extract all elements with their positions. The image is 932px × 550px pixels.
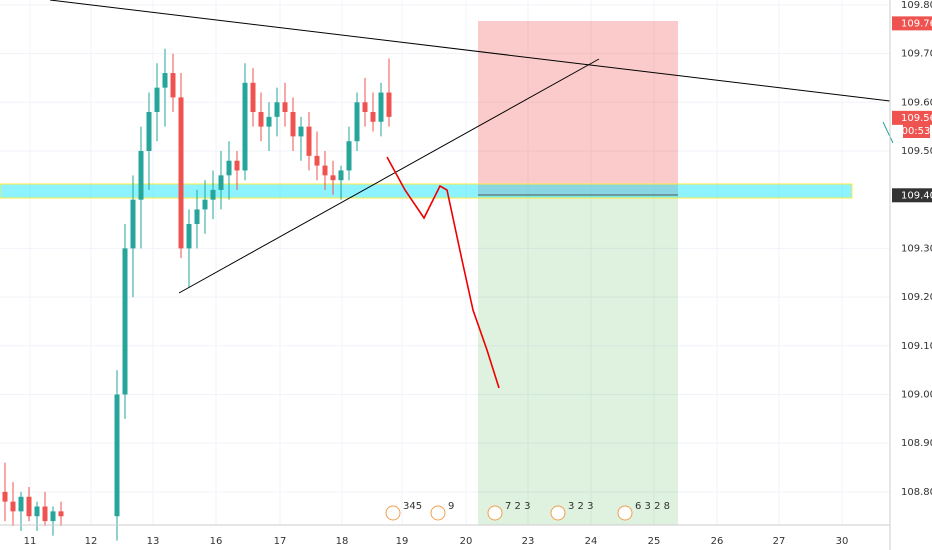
candle-body bbox=[338, 170, 344, 181]
x-tick-label: 24 bbox=[585, 536, 598, 547]
price-tag-label: 109.762 bbox=[901, 18, 932, 29]
candle-body bbox=[26, 496, 32, 517]
y-tick-label: 109.100 bbox=[901, 341, 932, 352]
candle-body bbox=[250, 82, 256, 113]
x-tick-label: 23 bbox=[522, 536, 535, 547]
event-label: 3 2 3 bbox=[568, 501, 593, 512]
stop-zone bbox=[478, 21, 678, 195]
candle-body bbox=[186, 224, 192, 249]
x-tick-label: 19 bbox=[396, 536, 409, 547]
candles bbox=[2, 48, 392, 541]
event-icon bbox=[385, 505, 401, 521]
candle-body bbox=[258, 112, 264, 127]
y-tick-label: 109.700 bbox=[901, 49, 932, 60]
candle-body bbox=[346, 141, 352, 171]
candle-body bbox=[202, 199, 208, 210]
y-tick-label: 109.500 bbox=[901, 146, 932, 157]
y-tick-label: 109.600 bbox=[901, 97, 932, 108]
candle-body bbox=[58, 511, 64, 517]
candle-body bbox=[138, 150, 144, 200]
candle-body bbox=[218, 175, 224, 190]
y-tick-label: 109.800 bbox=[901, 0, 932, 11]
candle-body bbox=[18, 496, 24, 512]
price-tag bbox=[892, 110, 932, 125]
price-tag-label: 109.409 bbox=[901, 190, 932, 201]
trendline bbox=[49, 0, 891, 102]
event-label: 6 3 2 8 bbox=[635, 501, 670, 512]
event-icon bbox=[487, 505, 503, 521]
cursor-mark bbox=[882, 121, 894, 144]
candle-body bbox=[50, 511, 56, 522]
event-label: 9 bbox=[448, 501, 454, 512]
candle-body bbox=[42, 506, 48, 522]
grid bbox=[0, 0, 890, 525]
candle-body bbox=[162, 73, 168, 88]
y-tick-label: 109.300 bbox=[901, 243, 932, 254]
y-tick-label: 108.800 bbox=[901, 487, 932, 498]
x-tick-label: 12 bbox=[85, 536, 98, 547]
trendline bbox=[178, 58, 600, 294]
candle-body bbox=[234, 160, 240, 171]
x-tick-label: 16 bbox=[210, 536, 223, 547]
candle-body bbox=[226, 160, 232, 176]
candle-body bbox=[362, 102, 368, 113]
candle-body bbox=[378, 92, 384, 122]
candle-body bbox=[330, 175, 336, 181]
candle-body bbox=[274, 102, 280, 117]
event-label: 7 2 3 bbox=[505, 501, 530, 512]
x-tick-label: 13 bbox=[147, 536, 160, 547]
x-tick-label: 18 bbox=[336, 536, 349, 547]
candle-body bbox=[154, 87, 160, 113]
candle-body bbox=[170, 73, 176, 98]
candle-body bbox=[322, 165, 328, 176]
x-tick-label: 26 bbox=[711, 536, 724, 547]
axes: 109.800 109.700 109.600 109.500 109.300 109.2… bbox=[24, 0, 932, 547]
price-tag bbox=[892, 188, 932, 203]
x-tick-label: 25 bbox=[648, 536, 661, 547]
candle-body bbox=[210, 189, 216, 200]
candle-body bbox=[130, 199, 136, 249]
y-tick-label: 109.200 bbox=[901, 292, 932, 303]
candle-body bbox=[290, 112, 296, 137]
countdown-box bbox=[903, 124, 930, 138]
x-tick-label: 30 bbox=[836, 536, 849, 547]
event-icon bbox=[617, 505, 633, 521]
candle-body bbox=[10, 501, 16, 512]
projection-path bbox=[386, 156, 500, 389]
candle-body bbox=[242, 82, 248, 171]
x-tick-label: 27 bbox=[773, 536, 786, 547]
candle-body bbox=[146, 112, 152, 151]
y-tick-label: 109.000 bbox=[901, 389, 932, 400]
candle-body bbox=[34, 506, 40, 517]
candle-body bbox=[266, 116, 272, 127]
countdown: 00:53 bbox=[902, 126, 931, 137]
support-zone bbox=[0, 183, 853, 199]
event-icon bbox=[430, 505, 446, 521]
y-tick-label: 108.900 bbox=[901, 438, 932, 449]
candle-body bbox=[386, 92, 392, 117]
x-tick-label: 17 bbox=[274, 536, 287, 547]
candle-body bbox=[298, 126, 304, 137]
candle-body bbox=[354, 102, 360, 142]
event-icon bbox=[550, 505, 566, 521]
target-zone bbox=[478, 195, 678, 525]
x-tick-label: 11 bbox=[24, 536, 37, 547]
candle-body bbox=[2, 491, 8, 502]
candle-body bbox=[122, 248, 128, 395]
candle-body bbox=[306, 126, 312, 156]
price-tag bbox=[892, 16, 932, 31]
candle-body bbox=[314, 155, 320, 166]
event-label: 345 bbox=[403, 501, 422, 512]
candle-body bbox=[194, 209, 200, 225]
candle-body bbox=[178, 97, 184, 249]
x-tick-label: 20 bbox=[460, 536, 473, 547]
candle-body bbox=[282, 102, 288, 113]
price-tag-label: 109.568 bbox=[901, 113, 932, 124]
candle-body bbox=[370, 112, 376, 122]
candle-body bbox=[114, 394, 120, 517]
